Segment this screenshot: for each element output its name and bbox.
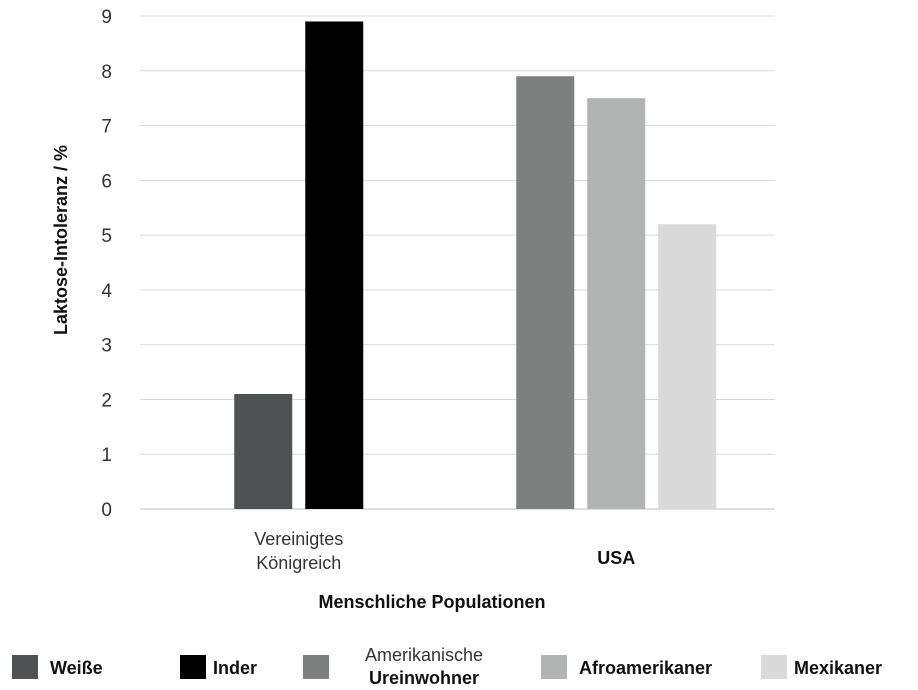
legend-label: Ureinwohner: [369, 668, 479, 688]
y-tick-label: 7: [101, 117, 112, 138]
legend-label: Amerikanische: [365, 645, 483, 665]
bar-amerikanische-ureinwohner: [516, 76, 575, 509]
y-tick-label: 9: [101, 7, 112, 28]
legend: Weiße Inder Amerikanische Ureinwohner Afroam…: [12, 645, 882, 688]
y-axis-ticks: 0 1 2 3 4 5 6 7 8 9: [101, 7, 112, 521]
legend-swatch: [303, 655, 329, 679]
x-category-label: Königreich: [256, 553, 341, 573]
y-tick-label: 0: [101, 500, 112, 521]
legend-swatch: [180, 655, 206, 679]
y-tick-label: 2: [101, 390, 112, 411]
legend-swatch: [761, 655, 787, 679]
bar-wei-e: [234, 393, 293, 509]
y-tick-label: 8: [101, 62, 112, 83]
bars: [234, 21, 717, 510]
y-axis-title: Laktose-Intoleranz / %: [51, 145, 71, 335]
legend-label: Weiße: [50, 658, 103, 678]
x-axis-title: Menschliche Populationen: [318, 592, 545, 612]
bar-mexikaner: [658, 224, 717, 509]
legend-label: Inder: [213, 658, 257, 678]
x-category-label: Vereinigtes: [254, 529, 343, 549]
legend-swatch: [12, 655, 38, 679]
y-tick-label: 4: [101, 281, 112, 302]
y-tick-label: 5: [101, 226, 112, 247]
y-tick-label: 1: [101, 445, 112, 466]
legend-swatch: [541, 655, 567, 679]
y-tick-label: 6: [101, 171, 112, 192]
y-tick-label: 3: [101, 336, 112, 357]
x-category-label: USA: [597, 548, 635, 568]
bar-inder: [305, 21, 364, 509]
bar-afroamerikaner: [587, 98, 646, 510]
legend-label: Afroamerikaner: [579, 658, 712, 678]
x-axis-categories: Vereinigtes Königreich USA: [254, 529, 635, 573]
legend-label: Mexikaner: [794, 658, 882, 678]
